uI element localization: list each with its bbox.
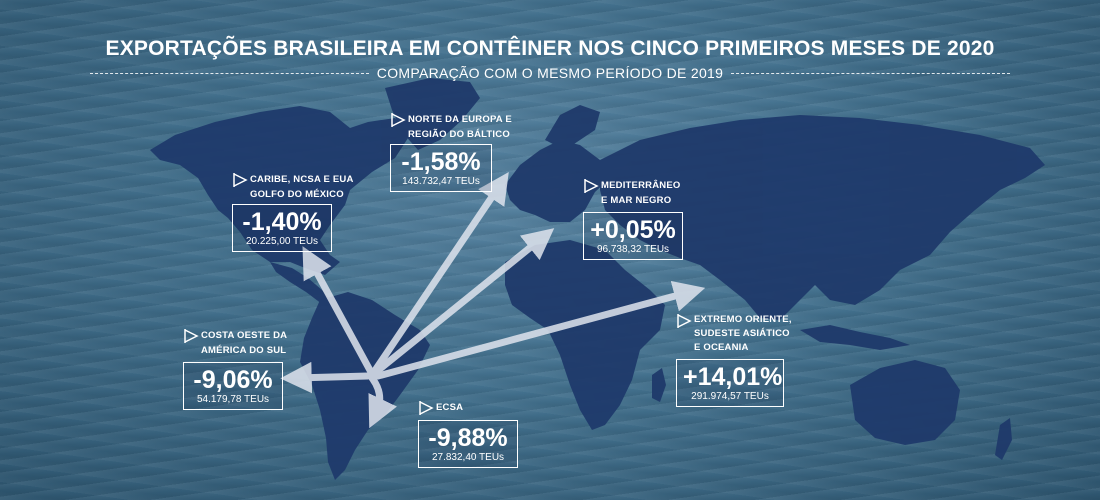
stat-box: -1,58% 143.732,47 TEUs: [390, 144, 492, 192]
stat-box: -1,40% 20.225,00 TEUs: [232, 204, 332, 252]
percent-change: -1,58%: [401, 148, 481, 176]
subtitle-row: COMPARAÇÃO COM O MESMO PERÍODO DE 2019: [90, 64, 1010, 82]
region-header: NORTE DA EUROPA E REGIÃO DO BÁLTICO: [390, 112, 512, 142]
europe-landmass: [505, 140, 610, 222]
region-header: ECSA: [418, 400, 518, 416]
indonesia-landmass: [800, 325, 910, 350]
percent-change: +14,01%: [683, 363, 783, 391]
pennant-icon: [233, 173, 248, 187]
stat-box: +0,05% 96.738,32 TEUs: [583, 212, 683, 260]
new-zealand-landmass: [995, 418, 1012, 460]
percent-change: -9,06%: [193, 366, 273, 394]
region-header: CARIBE, NCSA E EUA GOLFO DO MÉXICO: [232, 172, 354, 202]
teu-volume: 27.832,40 TEUs: [431, 452, 505, 463]
region-name: MEDITERRÂNEO E MAR NEGRO: [601, 180, 681, 206]
percent-change: +0,05%: [590, 216, 676, 244]
teu-volume: 291.974,57 TEUs: [691, 391, 769, 402]
route-arrow-costa-oeste: [280, 361, 372, 394]
region-name: NORTE DA EUROPA E REGIÃO DO BÁLTICO: [408, 114, 512, 140]
route-arrow-mediterraneo: [372, 228, 555, 376]
stat-box: -9,88% 27.832,40 TEUs: [418, 420, 518, 468]
pennant-icon: [391, 113, 406, 127]
region-caribe: CARIBE, NCSA E EUA GOLFO DO MÉXICO -1,40…: [232, 172, 354, 252]
region-ecsa: ECSA -9,88% 27.832,40 TEUs: [418, 400, 518, 468]
stat-box: +14,01% 291.974,57 TEUs: [676, 359, 784, 407]
region-name: CARIBE, NCSA E EUA GOLFO DO MÉXICO: [250, 174, 354, 200]
madagascar-landmass: [652, 368, 666, 402]
teu-volume: 143.732,47 TEUs: [402, 176, 480, 187]
asia-landmass: [600, 115, 1045, 320]
pennant-icon: [584, 179, 599, 193]
japan-landmass: [928, 200, 952, 245]
africa-landmass: [505, 240, 665, 430]
teu-volume: 54.179,78 TEUs: [196, 394, 270, 405]
australia-landmass: [850, 360, 960, 445]
percent-change: -1,40%: [242, 208, 322, 236]
stat-box: -9,06% 54.179,78 TEUs: [183, 362, 283, 410]
north-america-landmass: [150, 106, 410, 275]
central-america-landmass: [270, 262, 330, 304]
pennant-icon: [419, 401, 434, 415]
subtitle-divider-left: [90, 72, 369, 74]
region-name: EXTREMO ORIENTE, SUDESTE ASIÁTICO E OCEA…: [694, 314, 792, 353]
route-arrow-norte-europa: [370, 171, 509, 376]
scandinavia-landmass: [545, 105, 600, 150]
region-header: MEDITERRÂNEO E MAR NEGRO: [583, 178, 683, 208]
region-extremo-oriente: EXTREMO ORIENTE, SUDESTE ASIÁTICO E OCEA…: [676, 313, 792, 407]
greenland-landmass: [385, 78, 480, 150]
page-title: EXPORTAÇÕES BRASILEIRA EM CONTÊINER NOS …: [105, 37, 995, 60]
region-mediterraneo: MEDITERRÂNEO E MAR NEGRO +0,05% 96.738,3…: [583, 178, 683, 260]
route-arrow-caribe: [302, 246, 376, 378]
subtitle-divider-right: [731, 72, 1010, 74]
region-header: EXTREMO ORIENTE, SUDESTE ASIÁTICO E OCEA…: [676, 313, 792, 355]
teu-volume: 20.225,00 TEUs: [245, 236, 319, 247]
region-name: COSTA OESTE DA AMÉRICA DO SUL: [201, 330, 288, 356]
pennant-icon: [184, 329, 199, 343]
region-header: COSTA OESTE DA AMÉRICA DO SUL: [183, 328, 287, 358]
region-name: ECSA: [436, 402, 464, 413]
percent-change: -9,88%: [428, 424, 508, 452]
page-subtitle: COMPARAÇÃO COM O MESMO PERÍODO DE 2019: [376, 65, 724, 81]
route-arrow-extremo-oriente: [374, 280, 706, 380]
teu-volume: 96.738,32 TEUs: [596, 244, 670, 255]
region-costa-oeste: COSTA OESTE DA AMÉRICA DO SUL -9,06% 54.…: [183, 328, 287, 410]
region-norte-europa: NORTE DA EUROPA E REGIÃO DO BÁLTICO -1,5…: [390, 112, 512, 192]
route-arrow-ecsa: [368, 374, 397, 429]
pennant-icon: [677, 314, 692, 328]
